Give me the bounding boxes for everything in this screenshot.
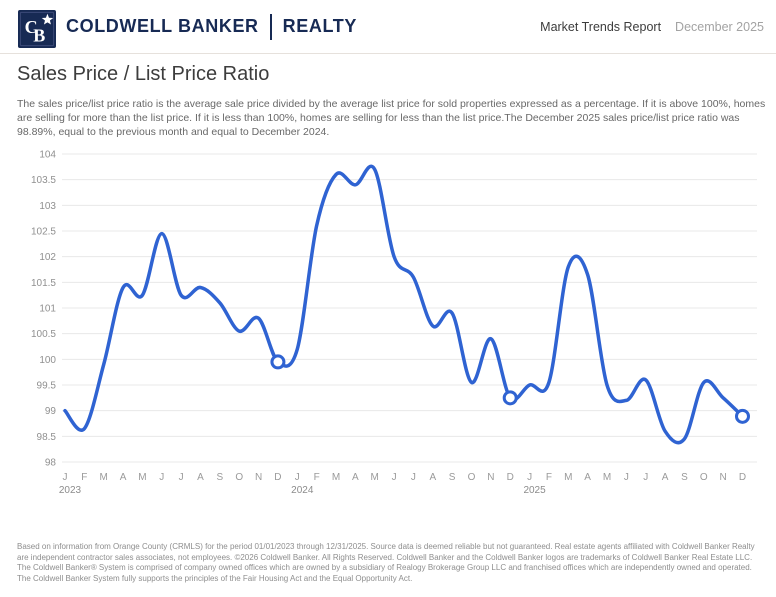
data-point-marker xyxy=(270,354,286,370)
x-month-label: S xyxy=(217,472,224,483)
x-month-label: S xyxy=(681,472,688,483)
x-month-label: F xyxy=(314,472,320,483)
x-month-label: J xyxy=(643,472,648,483)
x-month-label: A xyxy=(662,472,669,483)
x-month-label: M xyxy=(100,472,108,483)
header: C B COLDWELL BANKER REALTY Market Trends… xyxy=(0,0,776,53)
x-month-label: A xyxy=(429,472,436,483)
sales-list-price-ratio-chart: 98 98.5 99 99.5 100 100.5 101 101.5 102 102.5 103 1… xyxy=(31,150,757,496)
header-right: Market Trends Report December 2025 xyxy=(540,0,764,53)
x-month-label: D xyxy=(507,472,514,483)
x-month-label: M xyxy=(138,472,146,483)
y-tick-label: 101 xyxy=(39,304,56,315)
x-month-label: M xyxy=(564,472,572,483)
y-tick-label: 103.5 xyxy=(31,175,56,186)
x-month-label: J xyxy=(159,472,164,483)
x-month-label: J xyxy=(295,472,300,483)
y-tick-label: 104 xyxy=(39,150,56,161)
brand-name: COLDWELL BANKER xyxy=(66,16,259,36)
brand-lockup: COLDWELL BANKER REALTY xyxy=(66,0,357,53)
x-month-label: A xyxy=(120,472,127,483)
x-month-label: O xyxy=(700,472,708,483)
brand-divider xyxy=(269,13,272,40)
x-month-label: O xyxy=(468,472,476,483)
y-tick-label: 99.5 xyxy=(37,381,57,392)
x-year-label: 2025 xyxy=(523,485,546,496)
footer-disclaimer: Based on information from Orange County … xyxy=(17,542,755,583)
y-tick-label: 100 xyxy=(39,355,56,366)
logo-letter-c: C xyxy=(25,17,38,37)
x-month-label: J xyxy=(392,472,397,483)
y-tick-label: 101.5 xyxy=(31,278,56,289)
page-title: Sales Price / List Price Ratio xyxy=(17,63,270,85)
x-month-label: D xyxy=(739,472,746,483)
report-period: December 2025 xyxy=(675,19,764,34)
y-tick-label: 102 xyxy=(39,252,56,263)
x-month-label: S xyxy=(449,472,456,483)
x-month-label: J xyxy=(179,472,184,483)
x-month-label: N xyxy=(255,472,262,483)
coldwell-banker-logo-icon: C B xyxy=(18,10,56,48)
header-rule xyxy=(0,53,776,54)
x-month-label: J xyxy=(527,472,532,483)
x-month-label: M xyxy=(332,472,340,483)
y-tick-label: 102.5 xyxy=(31,227,56,238)
x-month-label: J xyxy=(624,472,629,483)
x-year-label: 2024 xyxy=(291,485,314,496)
x-month-label: M xyxy=(603,472,611,483)
trend-line xyxy=(63,164,745,445)
x-month-label: N xyxy=(487,472,494,483)
chart-description: The sales price/list price ratio is the … xyxy=(17,98,766,138)
y-tick-label: 98.5 xyxy=(37,432,57,443)
x-month-label: M xyxy=(371,472,379,483)
logo-star-icon xyxy=(41,13,54,25)
data-point-marker xyxy=(502,390,518,406)
y-tick-label: 100.5 xyxy=(31,329,56,340)
x-month-label: A xyxy=(197,472,204,483)
logo-letter-b: B xyxy=(33,25,45,45)
x-month-label: A xyxy=(584,472,591,483)
x-month-label: F xyxy=(81,472,87,483)
x-year-label: 2023 xyxy=(59,485,82,496)
brand-division: REALTY xyxy=(282,16,357,36)
x-month-label: J xyxy=(411,472,416,483)
x-month-label: O xyxy=(235,472,243,483)
data-point-marker xyxy=(734,408,750,424)
x-month-label: A xyxy=(352,472,359,483)
x-month-label: D xyxy=(274,472,281,483)
y-tick-label: 103 xyxy=(39,201,56,212)
y-tick-label: 99 xyxy=(45,406,57,417)
x-month-label: J xyxy=(63,472,68,483)
report-type-label: Market Trends Report xyxy=(540,19,662,34)
x-month-label: N xyxy=(720,472,727,483)
x-month-label: F xyxy=(546,472,552,483)
y-tick-label: 98 xyxy=(45,458,57,469)
